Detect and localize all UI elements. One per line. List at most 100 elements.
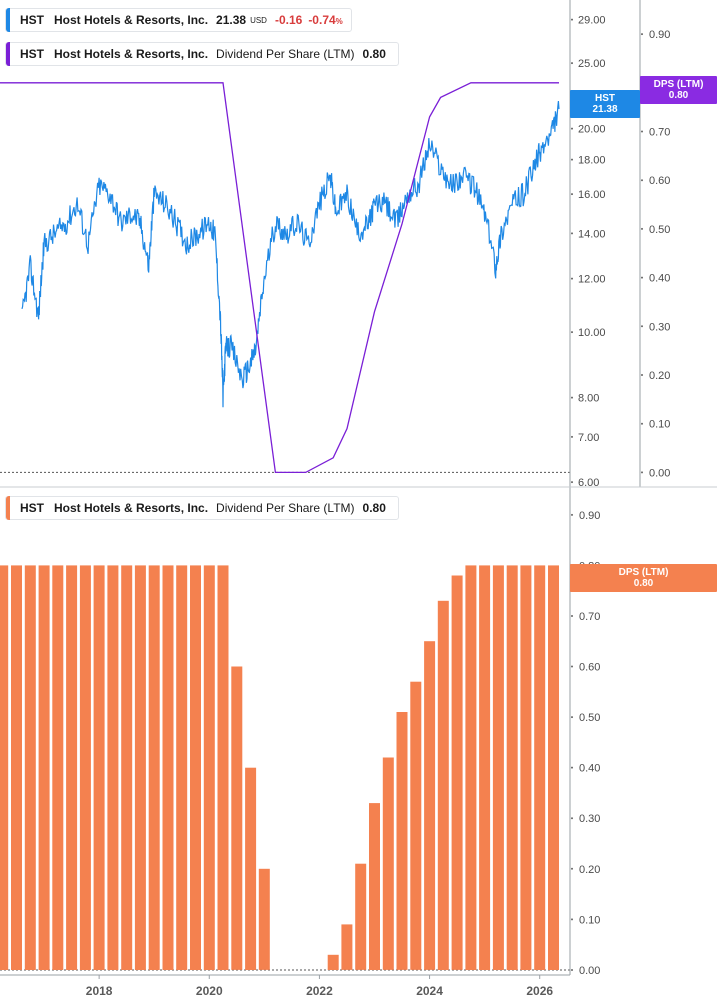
- price-tick-label: 14.00: [578, 228, 606, 240]
- dps-bar: [121, 565, 133, 970]
- dps-tick-label: 0.10: [649, 419, 670, 431]
- price-tick-mark: [571, 18, 573, 21]
- dps-tick-label: 0.20: [649, 370, 670, 382]
- dps-tick-label: 0.50: [649, 224, 670, 236]
- bar-tick-label: 0.70: [579, 611, 600, 623]
- price-tick-label: 20.00: [578, 124, 606, 136]
- dps-bar: [410, 681, 422, 970]
- price-tick-mark: [571, 481, 573, 484]
- dps-bar: [479, 565, 491, 970]
- dps-bar: [176, 565, 188, 970]
- year-tick-label: 2022: [306, 984, 333, 998]
- dps-bar: [451, 575, 463, 970]
- bar-tick-label: 0.00: [579, 965, 600, 977]
- price-tick-label: 10.00: [578, 327, 606, 339]
- year-tick-label: 2026: [526, 984, 553, 998]
- bottom-panel: [0, 565, 570, 971]
- bar-tick-mark: [571, 766, 573, 769]
- dps-top-badge-label: DPS (LTM): [654, 79, 704, 90]
- dps-bar: [534, 565, 546, 970]
- price-badge-label: HST: [595, 93, 615, 104]
- price-tick-mark: [571, 435, 573, 438]
- dps-tick-mark: [641, 33, 643, 36]
- legend-dps-bottom-color: [6, 496, 10, 520]
- bar-tick-mark: [571, 513, 573, 516]
- price-tick-label: 6.00: [578, 477, 599, 489]
- dps-tick-mark: [641, 227, 643, 230]
- year-tick-label: 2024: [416, 984, 443, 998]
- price-badge-value: 21.38: [592, 104, 617, 115]
- bar-tick-mark: [571, 817, 573, 820]
- dps-bar: [245, 767, 257, 970]
- bar-tick-mark: [571, 918, 573, 921]
- price-tick-mark: [571, 396, 573, 399]
- bar-tick-mark: [571, 716, 573, 719]
- legend-currency: USD: [250, 15, 267, 25]
- price-tick-label: 29.00: [578, 15, 606, 27]
- legend-change: -0.16: [274, 13, 303, 27]
- price-tick-label: 7.00: [578, 432, 599, 444]
- dps-bar: [341, 924, 353, 970]
- dps-tick-label: 0.90: [649, 29, 670, 41]
- legend-change-pct: -0.74%: [308, 13, 343, 27]
- legend-metric-value: 0.80: [362, 501, 386, 515]
- price-tick-mark: [571, 62, 573, 65]
- bar-tick-label: 0.40: [579, 763, 600, 775]
- price-tick-label: 12.00: [578, 274, 606, 286]
- dps-bar: [548, 565, 559, 970]
- dps-bar: [24, 565, 36, 970]
- dps-bar: [148, 565, 160, 970]
- price-tick-mark: [571, 127, 573, 130]
- bar-tick-mark: [571, 968, 573, 971]
- price-tick-label: 16.00: [578, 189, 606, 201]
- legend-price[interactable]: HST Host Hotels & Resorts, Inc. 21.38 US…: [5, 8, 352, 32]
- legend-dps-top[interactable]: HST Host Hotels & Resorts, Inc. Dividend…: [5, 42, 399, 66]
- legend-company-name: Host Hotels & Resorts, Inc.: [54, 13, 209, 27]
- dps-tick-label: 0.40: [649, 273, 670, 285]
- legend-symbol: HST: [20, 13, 44, 27]
- legend-price-color: [6, 8, 10, 32]
- bar-tick-label: 0.90: [579, 510, 600, 522]
- bar-tick-mark: [571, 867, 573, 870]
- price-tick-label: 25.00: [578, 58, 606, 70]
- dps-bar: [162, 565, 174, 970]
- dps-tick-mark: [641, 422, 643, 425]
- bar-tick-label: 0.20: [579, 864, 600, 876]
- legend-symbol: HST: [20, 47, 44, 61]
- dps-line: [0, 82, 559, 474]
- dps-bar: [492, 565, 504, 970]
- dps-tick-mark: [641, 373, 643, 376]
- dps-tick-label: 0.00: [649, 467, 670, 479]
- dps-bottom-badge: DPS (LTM)0.80: [570, 564, 717, 592]
- dps-bar: [369, 803, 380, 970]
- dps-bar: [520, 565, 532, 970]
- legend-metric-value: 0.80: [362, 47, 386, 61]
- legend-metric: Dividend Per Share (LTM): [216, 501, 355, 515]
- dps-bottom-badge-label: DPS (LTM): [619, 567, 669, 578]
- price-tick-mark: [571, 193, 573, 196]
- dps-bar: [0, 565, 9, 970]
- dps-bar: [134, 565, 146, 970]
- price-tick-mark: [571, 331, 573, 334]
- legend-dps-bottom[interactable]: HST Host Hotels & Resorts, Inc. Dividend…: [5, 496, 399, 520]
- price-tick-mark: [571, 232, 573, 235]
- price-tick-label: 18.00: [578, 155, 606, 167]
- legend-metric: Dividend Per Share (LTM): [216, 47, 355, 61]
- dps-top-badge-bg: [640, 76, 717, 104]
- dps-top-badge: DPS (LTM)0.80: [640, 76, 717, 104]
- dps-bar: [424, 641, 436, 970]
- legend-company-name: Host Hotels & Resorts, Inc.: [54, 47, 209, 61]
- price-tick-mark: [571, 158, 573, 161]
- dps-bar: [66, 565, 78, 970]
- dps-bar: [437, 600, 449, 970]
- dps-bar: [355, 863, 367, 970]
- dps-bar: [79, 565, 91, 970]
- dps-tick-mark: [641, 325, 643, 328]
- legend-dps-top-color: [6, 42, 10, 66]
- dps-bar: [38, 565, 50, 970]
- dps-bar: [93, 565, 105, 970]
- dps-bar: [258, 868, 270, 970]
